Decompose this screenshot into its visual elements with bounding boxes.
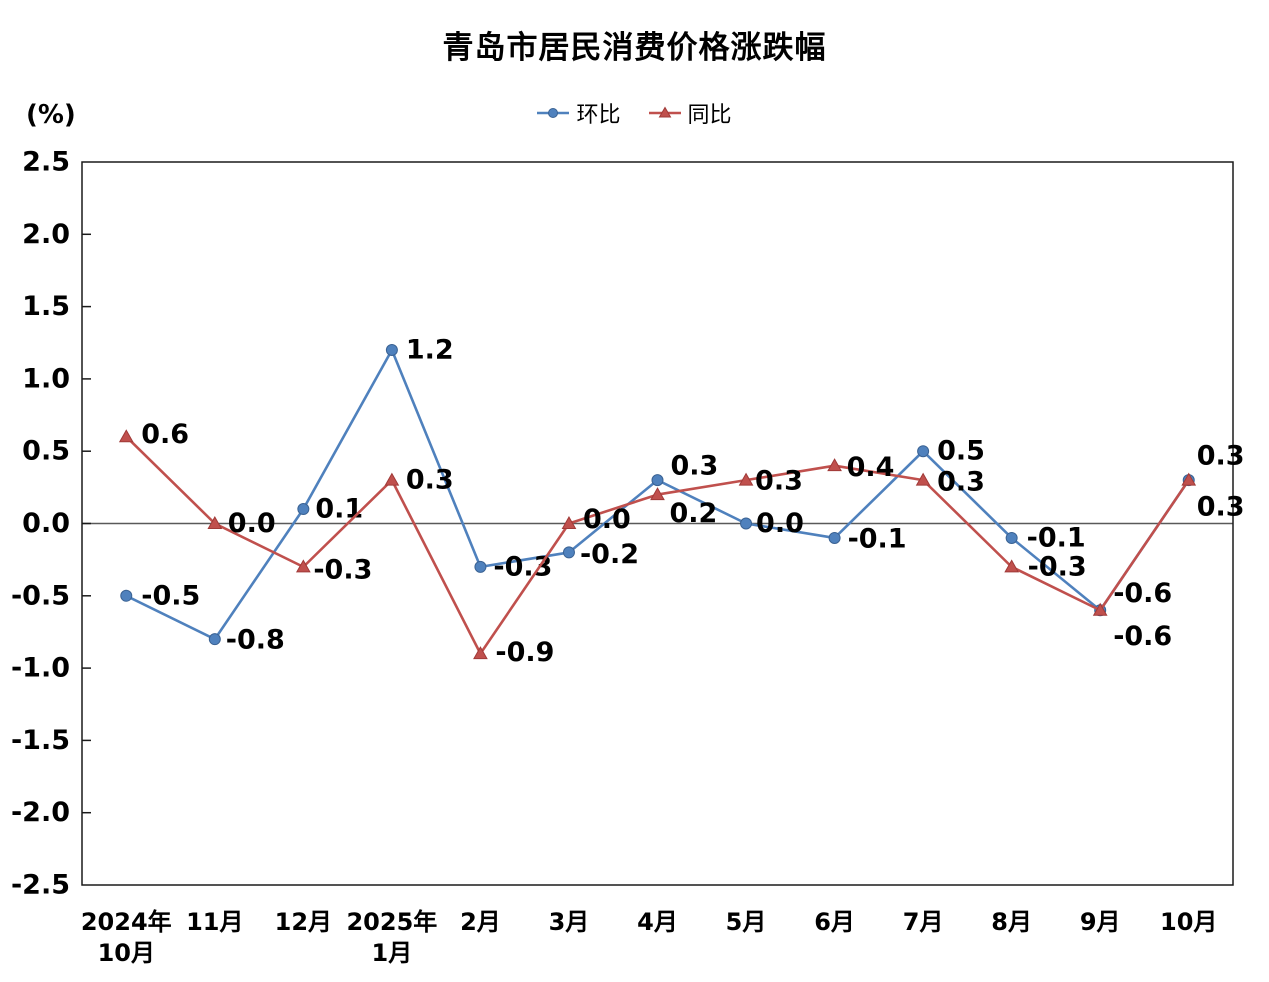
data-point-marker-triangle <box>1181 472 1197 486</box>
data-label: 0.1 <box>315 494 363 525</box>
data-point-marker-circle <box>562 546 575 559</box>
data-point-marker-triangle <box>295 559 311 573</box>
x-tick-label: 8月 <box>991 908 1032 936</box>
data-point-marker-circle <box>385 343 398 356</box>
legend-line-triangle-icon <box>648 106 681 118</box>
data-label: 0.3 <box>755 466 803 497</box>
data-label: -0.3 <box>493 551 552 582</box>
y-tick-label: 0.0 <box>22 508 70 539</box>
data-label: 1.2 <box>406 334 454 365</box>
data-label: -0.8 <box>226 625 285 656</box>
y-tick-label: -0.5 <box>11 580 70 611</box>
legend-line-circle-icon <box>537 108 570 118</box>
data-point-marker-triangle <box>915 472 931 486</box>
data-label: 0.3 <box>937 467 985 498</box>
data-point-marker-circle <box>651 474 664 487</box>
data-label: -0.6 <box>1113 621 1172 652</box>
y-tick-label: 2.0 <box>22 219 70 250</box>
legend-label: 同比 <box>687 103 732 128</box>
x-tick-label: 12月 <box>275 908 332 936</box>
data-point-marker-circle <box>1005 531 1018 544</box>
data-point-marker-triangle <box>1004 559 1020 573</box>
data-label: -0.3 <box>313 554 372 585</box>
x-tick-label: 5月 <box>726 908 767 936</box>
data-point-marker-triangle <box>473 646 488 660</box>
x-tick-label: 4月 <box>637 908 678 936</box>
y-tick-label: 0.5 <box>22 436 70 467</box>
legend-item-yoy: 同比 <box>648 97 732 129</box>
data-label: 0.3 <box>671 451 719 482</box>
legend-label: 环比 <box>576 103 621 128</box>
y-tick-label: 2.5 <box>22 147 70 178</box>
x-tick-label: 6月 <box>814 908 855 936</box>
data-label: -0.5 <box>141 580 200 611</box>
data-point-marker-triangle <box>561 515 577 529</box>
data-label: -0.6 <box>1113 578 1172 609</box>
data-label: -0.2 <box>580 539 639 570</box>
data-point-marker-triangle <box>827 458 842 472</box>
x-tick-label: 3月 <box>549 908 590 936</box>
x-tick-label: 2月 <box>460 908 501 936</box>
x-tick-label: 1月 <box>372 939 413 967</box>
data-point-marker-triangle <box>118 429 134 443</box>
data-point-marker-triangle <box>207 515 223 529</box>
data-point-marker-triangle <box>738 472 754 486</box>
y-tick-label: -2.5 <box>11 870 70 901</box>
data-label: 0.5 <box>937 436 985 467</box>
chart-legend: 环比 同比 <box>0 97 1269 129</box>
x-tick-label: 10月 <box>1160 908 1217 936</box>
data-point-marker-triangle <box>650 487 665 501</box>
data-label: -0.1 <box>1027 522 1086 553</box>
data-label: 0.4 <box>847 452 895 483</box>
data-point-marker-circle <box>474 560 487 573</box>
data-label: 0.0 <box>583 504 631 535</box>
x-tick-label: 2024年 <box>81 908 172 936</box>
data-point-marker-circle <box>297 503 310 516</box>
data-label: -0.1 <box>848 523 907 554</box>
y-tick-label: -1.0 <box>11 653 70 684</box>
x-tick-label: 10月 <box>98 939 155 967</box>
data-point-marker-triangle <box>1092 602 1108 616</box>
chart-title: 青岛市居民消费价格涨跌幅 <box>442 30 827 66</box>
data-label: -0.3 <box>1028 551 1087 582</box>
data-label: 0.3 <box>1197 441 1245 472</box>
y-tick-label: 1.5 <box>22 291 70 322</box>
x-tick-label: 7月 <box>903 908 944 936</box>
data-label: -0.9 <box>495 637 554 668</box>
data-label: 0.6 <box>141 419 189 450</box>
y-axis-unit-label: (%) <box>26 100 76 130</box>
data-point-marker-circle <box>917 445 930 458</box>
y-tick-label: -2.0 <box>11 797 70 828</box>
y-tick-label: 1.0 <box>22 363 70 394</box>
data-label: 0.3 <box>406 465 454 496</box>
data-point-marker-circle <box>828 531 841 544</box>
legend-item-mom: 环比 <box>537 97 621 129</box>
data-label: 0.3 <box>1197 492 1245 523</box>
data-label: 0.2 <box>670 498 718 529</box>
x-tick-label: 9月 <box>1080 908 1121 936</box>
x-tick-label: 11月 <box>186 908 243 936</box>
data-label: 0.0 <box>228 508 276 539</box>
data-point-marker-triangle <box>384 472 400 486</box>
data-point-marker-circle <box>740 517 753 530</box>
data-point-marker-circle <box>208 633 221 646</box>
data-point-marker-circle <box>120 589 133 602</box>
y-tick-label: -1.5 <box>11 725 70 756</box>
x-tick-label: 2025年 <box>346 908 437 936</box>
data-label: 0.0 <box>756 508 804 539</box>
